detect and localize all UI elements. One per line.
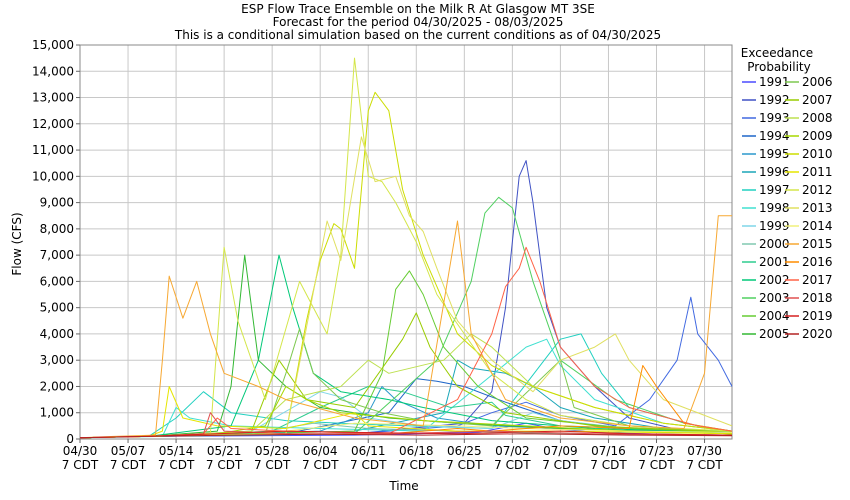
- legend-label: 2010: [802, 147, 833, 161]
- y-tick-label: 10,000: [32, 169, 74, 183]
- legend-label: 1993: [759, 111, 790, 125]
- x-tick-label-time: 7 CDT: [590, 458, 627, 472]
- y-axis: 0 1,000 2,000 3,000 4,000 5,000 6,000 7,000 8,00…: [32, 38, 80, 446]
- y-tick-label: 7,000: [40, 248, 74, 262]
- legend-label: 2014: [802, 219, 833, 233]
- legend-label: 1996: [759, 165, 790, 179]
- legend-label: 2004: [759, 309, 790, 323]
- series-line-2017: [79, 246, 733, 439]
- series-line-2020: [79, 433, 733, 439]
- x-tick-label-date: 05/28: [255, 444, 290, 458]
- legend-label: 2005: [759, 327, 790, 341]
- y-tick-label: 5,000: [40, 301, 74, 315]
- x-tick-label-date: 05/07: [111, 444, 146, 458]
- x-tick-label-time: 7 CDT: [638, 458, 675, 472]
- x-tick-label-date: 07/23: [639, 444, 674, 458]
- x-tick-label-date: 05/21: [207, 444, 242, 458]
- y-tick-label: 6,000: [40, 274, 74, 288]
- legend-label: 1994: [759, 129, 790, 143]
- legend-label: 2011: [802, 165, 833, 179]
- chart-title: ESP Flow Trace Ensemble on the Milk R At…: [241, 2, 595, 16]
- x-tick-label-date: 05/14: [159, 444, 194, 458]
- legend-title-line-2: Probability: [747, 60, 810, 74]
- chart-subtitle: Forecast for the period 04/30/2025 - 08/…: [273, 15, 564, 29]
- x-tick-label-time: 7 CDT: [110, 458, 147, 472]
- legend-label: 2003: [759, 291, 790, 305]
- x-tick-label-time: 7 CDT: [686, 458, 723, 472]
- x-axis-label: Time: [388, 479, 418, 493]
- chart-subtitle-2: This is a conditional simulation based o…: [174, 28, 661, 42]
- x-tick-label-time: 7 CDT: [62, 458, 99, 472]
- legend-label: 2001: [759, 255, 790, 269]
- x-tick-label-date: 04/30: [63, 444, 98, 458]
- legend-label: 2018: [802, 291, 833, 305]
- y-tick-label: 12,000: [32, 117, 74, 131]
- legend-label: 2016: [802, 255, 833, 269]
- plot-area: [79, 44, 733, 440]
- x-tick-label-time: 7 CDT: [494, 458, 531, 472]
- legend-label: 2006: [802, 75, 833, 89]
- x-tick-label-time: 7 CDT: [350, 458, 387, 472]
- series-line-2012: [79, 57, 733, 439]
- y-tick-label: 2,000: [40, 379, 74, 393]
- legend-label: 1992: [759, 93, 790, 107]
- x-tick-label-date: 06/18: [399, 444, 434, 458]
- series-line-2013: [79, 136, 733, 439]
- x-tick-label-date: 06/04: [303, 444, 338, 458]
- legend-title-line-1: Exceedance: [741, 46, 813, 60]
- legend-label: 1995: [759, 147, 790, 161]
- x-tick-label-date: 07/30: [687, 444, 722, 458]
- x-tick-label-time: 7 CDT: [302, 458, 339, 472]
- legend-label: 2015: [802, 237, 833, 251]
- x-tick-label-time: 7 CDT: [398, 458, 435, 472]
- legend: Exceedance Probability 1991 1992 1993 1994 1…: [741, 46, 833, 341]
- legend-label: 2002: [759, 273, 790, 287]
- legend-label: 1998: [759, 201, 790, 215]
- legend-label: 2017: [802, 273, 833, 287]
- y-tick-label: 14,000: [32, 64, 74, 78]
- y-tick-label: 8,000: [40, 222, 74, 236]
- legend-label: 2007: [802, 93, 833, 107]
- legend-label: 2020: [802, 327, 833, 341]
- legend-label: 1997: [759, 183, 790, 197]
- legend-label: 1991: [759, 75, 790, 89]
- y-tick-label: 13,000: [32, 91, 74, 105]
- legend-label: 2019: [802, 309, 833, 323]
- x-tick-label-time: 7 CDT: [254, 458, 291, 472]
- x-tick-label-date: 07/16: [591, 444, 626, 458]
- series-lines: [79, 57, 733, 439]
- y-tick-label: 9,000: [40, 196, 74, 210]
- series-line-1997: [79, 333, 733, 439]
- legend-label: 2012: [802, 183, 833, 197]
- y-tick-label: 11,000: [32, 143, 74, 157]
- x-tick-label-time: 7 CDT: [446, 458, 483, 472]
- x-tick-label-date: 07/09: [543, 444, 578, 458]
- y-tick-label: 0: [66, 432, 74, 446]
- series-line-2010: [79, 91, 733, 439]
- legend-label: 2008: [802, 111, 833, 125]
- y-axis-label: Flow (CFS): [10, 212, 24, 275]
- x-tick-label-date: 06/11: [351, 444, 386, 458]
- series-line-2015: [79, 215, 732, 439]
- legend-label: 2009: [802, 129, 833, 143]
- x-tick-label-time: 7 CDT: [542, 458, 579, 472]
- x-tick-label-time: 7 CDT: [206, 458, 243, 472]
- legend-label: 2000: [759, 237, 790, 251]
- x-tick-label-time: 7 CDT: [158, 458, 195, 472]
- x-tick-label-date: 06/25: [447, 444, 482, 458]
- legend-label: 2013: [802, 201, 833, 215]
- legend-label: 1999: [759, 219, 790, 233]
- y-tick-label: 15,000: [32, 38, 74, 52]
- x-tick-label-date: 07/02: [495, 444, 530, 458]
- y-tick-label: 4,000: [40, 327, 74, 341]
- y-tick-label: 3,000: [40, 353, 74, 367]
- series-line-2019: [79, 430, 733, 439]
- y-tick-label: 1,000: [40, 406, 74, 420]
